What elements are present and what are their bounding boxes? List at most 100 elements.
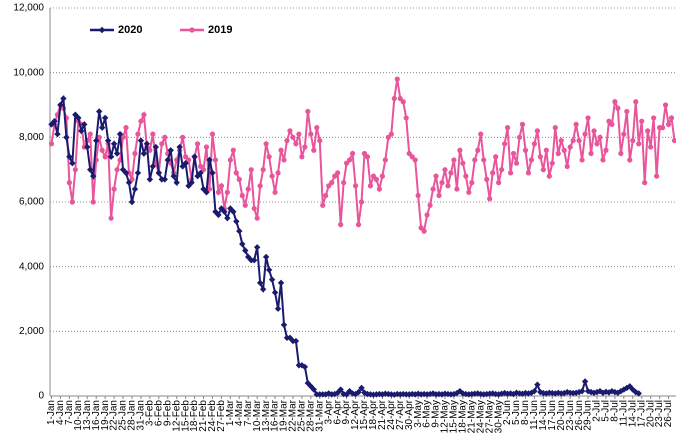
point <box>635 390 642 397</box>
point <box>111 186 117 192</box>
point <box>546 389 553 396</box>
x-tick-label: 13-Jan <box>82 400 93 431</box>
point <box>265 266 273 274</box>
point <box>543 390 550 397</box>
point <box>233 218 240 225</box>
point <box>614 389 622 396</box>
point <box>567 144 573 150</box>
point <box>436 192 442 199</box>
point <box>534 128 540 134</box>
y-tick-label: 8,000 <box>19 132 44 143</box>
x-tick-label: 22-Mar <box>288 399 299 431</box>
point <box>51 117 58 125</box>
point <box>358 384 365 392</box>
x-tick-label: 7-Mar <box>243 399 254 426</box>
point <box>510 150 517 157</box>
point <box>576 137 582 144</box>
point <box>96 134 102 140</box>
point <box>543 147 549 153</box>
x-tick-label: 19-Jan <box>100 400 111 431</box>
point <box>260 167 266 173</box>
point <box>275 170 281 176</box>
point <box>454 186 460 192</box>
point <box>120 134 126 140</box>
point <box>257 183 263 189</box>
point <box>618 150 624 157</box>
x-tick-label: 30-Apr <box>404 399 415 430</box>
x-tick-label: 21-May <box>466 400 477 433</box>
x-tick-label: 18-Apr <box>368 399 379 430</box>
point <box>603 147 609 153</box>
point <box>150 131 156 137</box>
point <box>570 137 576 144</box>
point <box>108 215 114 221</box>
point <box>90 199 96 205</box>
point <box>72 111 79 118</box>
point <box>624 108 630 115</box>
point <box>338 222 344 228</box>
point <box>463 173 469 179</box>
x-tick-label: 31-Jan <box>136 400 147 431</box>
point <box>549 160 555 166</box>
point <box>209 169 216 177</box>
point <box>134 169 142 177</box>
x-tick-label: 24-Feb <box>207 400 218 432</box>
point <box>290 134 296 140</box>
point <box>69 199 75 205</box>
point <box>448 170 454 176</box>
point <box>430 186 436 192</box>
x-tick-label: 3-Feb <box>145 400 156 427</box>
point <box>137 137 145 144</box>
x-tick-label: 28-Jan <box>127 400 138 431</box>
point <box>561 147 567 153</box>
point <box>415 192 421 199</box>
x-tick-label: 20-Jun <box>556 400 567 431</box>
point <box>149 163 157 170</box>
point <box>493 154 499 160</box>
point <box>152 143 160 151</box>
point <box>311 147 317 153</box>
x-tick-label: 4-Jan <box>55 400 66 425</box>
point <box>510 390 517 398</box>
point <box>573 121 579 127</box>
x-tick-label: 8-Jun <box>520 400 531 425</box>
point <box>439 180 445 186</box>
x-tick-label: 6-Feb <box>153 400 164 427</box>
point <box>581 378 589 385</box>
point <box>274 305 282 312</box>
point <box>314 125 320 131</box>
point <box>116 130 124 138</box>
point <box>81 121 88 128</box>
x-tick-label: 18-Feb <box>189 400 200 432</box>
legend-text: 2020 <box>118 24 142 36</box>
point <box>140 150 148 157</box>
point <box>537 388 544 396</box>
point <box>442 167 448 173</box>
legend-text: 2019 <box>208 24 232 36</box>
point <box>552 390 559 397</box>
x-tick-label: 13-Mar <box>261 399 272 431</box>
point <box>403 115 409 121</box>
point <box>122 169 130 177</box>
point <box>379 173 385 179</box>
point <box>129 176 135 182</box>
point <box>141 112 147 118</box>
series-line <box>50 94 640 396</box>
point <box>262 253 270 261</box>
x-tick-label: 27-Apr <box>395 399 406 430</box>
point <box>162 134 168 140</box>
point <box>164 156 171 164</box>
x-tick-label: 22-Jan <box>109 400 120 431</box>
point <box>268 276 276 283</box>
x-tick-label: 1-Mar <box>225 399 236 426</box>
point <box>155 169 163 177</box>
point <box>159 141 165 147</box>
point <box>578 387 586 395</box>
point <box>626 383 633 390</box>
point <box>66 180 72 186</box>
point <box>230 147 236 153</box>
point <box>566 389 574 396</box>
point <box>558 137 564 144</box>
point <box>451 157 457 163</box>
point <box>215 189 222 195</box>
